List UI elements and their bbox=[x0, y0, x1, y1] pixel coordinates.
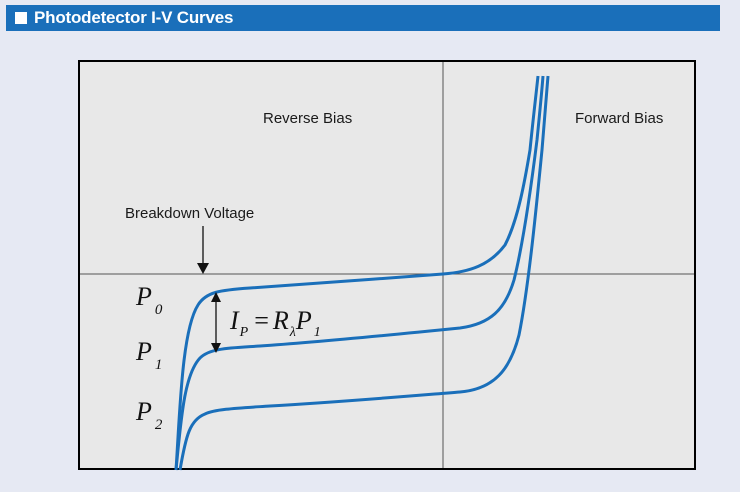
reverse-bias-label: Reverse Bias bbox=[263, 110, 352, 127]
photocurrent-arrow-down-icon bbox=[211, 343, 221, 353]
photocurrent-equation: IP = RλP 1 bbox=[229, 306, 321, 340]
forward-bias-label: Forward Bias bbox=[575, 110, 663, 127]
breakdown-arrow-icon bbox=[197, 263, 209, 274]
curve-p0 bbox=[174, 75, 540, 471]
section-title: Photodetector I-V Curves bbox=[34, 8, 234, 27]
curve-p1 bbox=[174, 75, 545, 471]
section-header: Photodetector I-V Curves bbox=[6, 5, 720, 31]
photocurrent-arrow-up-icon bbox=[211, 292, 221, 302]
breakdown-voltage-label: Breakdown Voltage bbox=[125, 205, 254, 222]
curve-p2 bbox=[178, 75, 550, 471]
bullet-square-icon bbox=[15, 12, 27, 24]
